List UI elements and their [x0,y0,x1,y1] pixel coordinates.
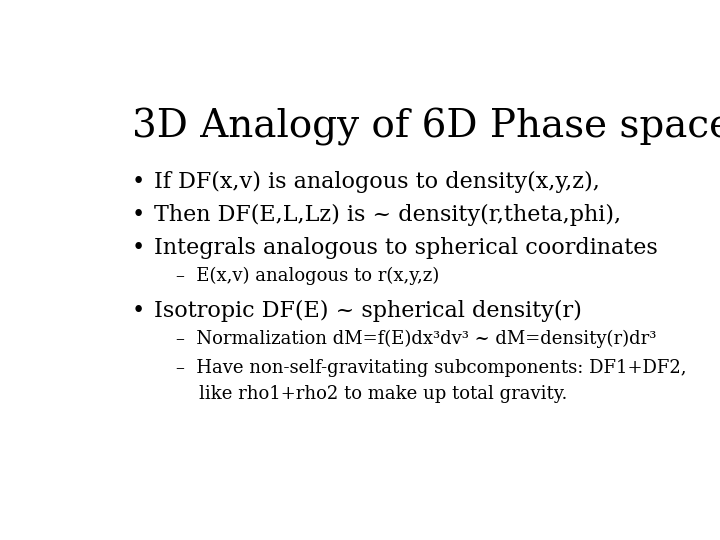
Text: 3D Analogy of 6D Phase space: 3D Analogy of 6D Phase space [132,109,720,146]
Text: •: • [132,238,145,259]
Text: Integrals analogous to spherical coordinates: Integrals analogous to spherical coordin… [154,238,658,259]
Text: –  Have non-self-gravitating subcomponents: DF1+DF2,: – Have non-self-gravitating subcomponent… [176,359,687,377]
Text: –  E(x,v) analogous to r(x,y,z): – E(x,v) analogous to r(x,y,z) [176,266,440,285]
Text: •: • [132,300,145,322]
Text: Isotropic DF(E) ~ spherical density(r): Isotropic DF(E) ~ spherical density(r) [154,300,582,322]
Text: like rho1+rho2 to make up total gravity.: like rho1+rho2 to make up total gravity. [199,385,567,403]
Text: •: • [132,171,145,193]
Text: If DF(x,v) is analogous to density(x,y,z),: If DF(x,v) is analogous to density(x,y,z… [154,171,600,193]
Text: •: • [132,204,145,226]
Text: –  Normalization dM=f(E)dx³dv³ ~ dM=density(r)dr³: – Normalization dM=f(E)dx³dv³ ~ dM=densi… [176,330,657,348]
Text: Then DF(E,L,Lz) is ~ density(r,theta,phi),: Then DF(E,L,Lz) is ~ density(r,theta,phi… [154,204,621,226]
